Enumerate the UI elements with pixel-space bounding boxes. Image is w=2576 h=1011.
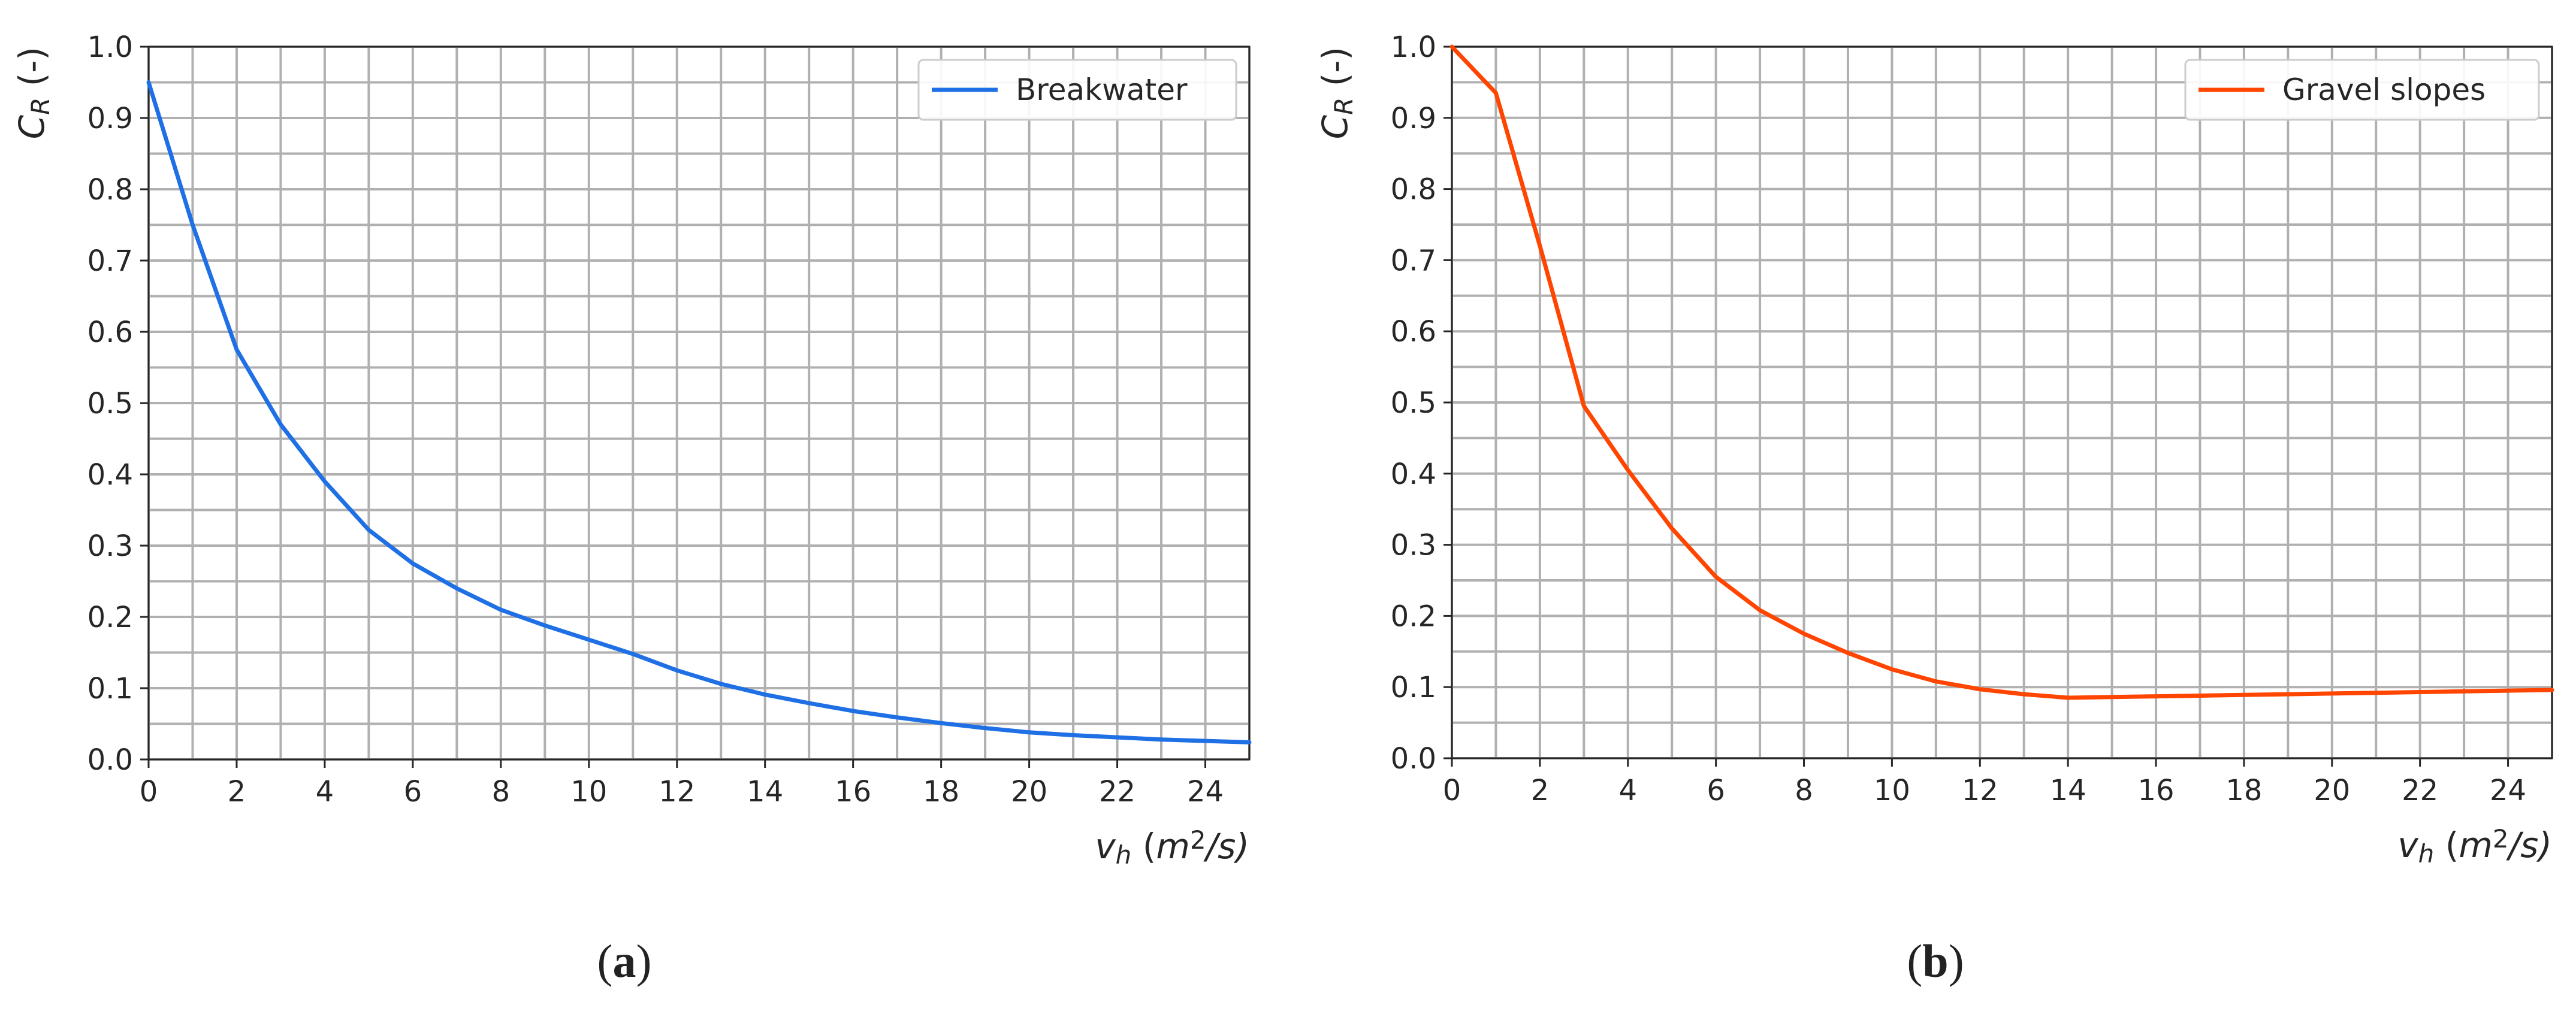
y-tick-label: 0.1 [87,672,133,706]
y-tick-label: 0.4 [1391,458,1436,491]
series-line-breakwater [146,80,1252,744]
y-tick-label: 0.9 [87,102,133,135]
x-axis-label-part: v [1095,826,1116,867]
x-axis-label: vh (m2/s) [1095,825,1249,870]
y-tick-label: 0.3 [1391,529,1436,562]
x-axis-label-part: h [1116,840,1132,870]
x-axis-label-part: /s) [1203,826,1249,867]
y-tick-label: 0.8 [1391,173,1436,207]
y-axis-label-part: (-) [1315,47,1355,98]
y-tick-label: 0.2 [87,601,133,634]
y-tick-label: 1.0 [87,31,133,64]
y-tick-label: 1.0 [1391,31,1436,64]
x-axis-label-part: m [1156,826,1190,867]
grid [147,46,1251,761]
y-tick-label: 0.9 [1391,102,1436,135]
y-tick-label: 0.3 [87,529,133,563]
panel-label-b: (b) [1907,935,1964,987]
legend: Gravel slopes [2184,59,2540,121]
legend-box [917,59,1237,121]
x-tick-label: 22 [2402,774,2438,807]
x-axis-label-part: 2 [2493,824,2509,853]
x-axis-label-part: h [2418,839,2435,868]
legend: Breakwater [917,59,1237,121]
x-tick-label: 2 [228,775,246,809]
y-tick-label: 0.2 [1391,600,1436,633]
x-tick-label: 8 [492,775,511,809]
x-tick-label: 10 [1874,774,1910,807]
chart-panel-a: 0 2 4 6 8 10 12 14 16 18 20 22 240.00.10.20.30.40.50… [11,31,1252,870]
x-tick-label: 20 [2314,774,2350,807]
y-axis-label-part: C [1315,114,1355,139]
legend-label: Breakwater [1016,72,1188,107]
y-tick-label: 0.7 [1391,244,1436,277]
y-axis-label-part: (-) [11,47,52,98]
x-tick-label: 12 [659,775,695,809]
y-tick-label: 0.6 [87,316,133,349]
x-tick-label: 4 [316,775,334,809]
y-tick-label: 0.0 [1391,742,1436,776]
x-tick-label: 16 [835,775,871,809]
x-axis-label-part: m [2459,825,2493,865]
y-tick-label: 0.7 [87,244,133,278]
y-axis-label-part: R [26,98,55,115]
panel-label-a: (a) [597,935,652,987]
x-tick-label: 0 [140,775,158,809]
y-tick-label: 0.4 [87,458,133,492]
x-tick-label: 6 [1707,774,1725,807]
x-tick-label: 6 [404,775,422,809]
x-axis-label-part: ( [2434,825,2459,865]
x-tick-label: 16 [2138,774,2175,807]
chart-panel-b: 0 2 4 6 8 10 12 14 16 18 20 22 240.00.10.20.30.40.50… [1315,31,2554,868]
x-tick-label: 22 [1099,775,1136,809]
y-axis-label: CR (-) [11,47,55,139]
x-tick-label: 14 [2050,774,2086,807]
x-tick-label: 20 [1011,775,1047,809]
x-tick-label: 12 [1962,774,1998,807]
x-tick-label: 18 [923,775,959,809]
legend-label: Gravel slopes [2282,72,2486,107]
y-tick-label: 0.1 [1391,671,1436,704]
x-tick-label: 8 [1795,774,1813,807]
y-axis-label-part: C [11,114,52,139]
x-tick-label: 18 [2225,774,2262,807]
x-axis-label-part: ( [1131,826,1156,867]
x-tick-label: 4 [1618,774,1637,807]
grid [1451,46,2553,759]
x-tick-label: 24 [2490,774,2526,807]
y-tick-label: 0.8 [87,173,133,207]
x-axis-label-part: 2 [1190,825,1206,855]
y-axis-label: CR (-) [1315,47,1358,139]
y-tick-label: 0.5 [1391,386,1436,420]
y-tick-label: 0.5 [87,387,133,420]
x-tick-label: 24 [1187,775,1224,809]
x-axis-label-part: /s) [2506,825,2552,865]
x-tick-label: 10 [570,775,607,809]
y-tick-label: 0.6 [1391,315,1436,349]
y-tick-label: 0.0 [87,743,133,777]
x-tick-label: 0 [1443,774,1461,807]
x-axis-label: vh (m2/s) [2397,824,2552,868]
x-tick-label: 2 [1531,774,1550,807]
x-tick-label: 14 [747,775,783,809]
x-axis-label-part: v [2397,825,2419,865]
legend-box [2184,59,2540,121]
series-line-gravel-slopes [1449,44,2554,700]
y-axis-label-part: R [1329,98,1358,115]
